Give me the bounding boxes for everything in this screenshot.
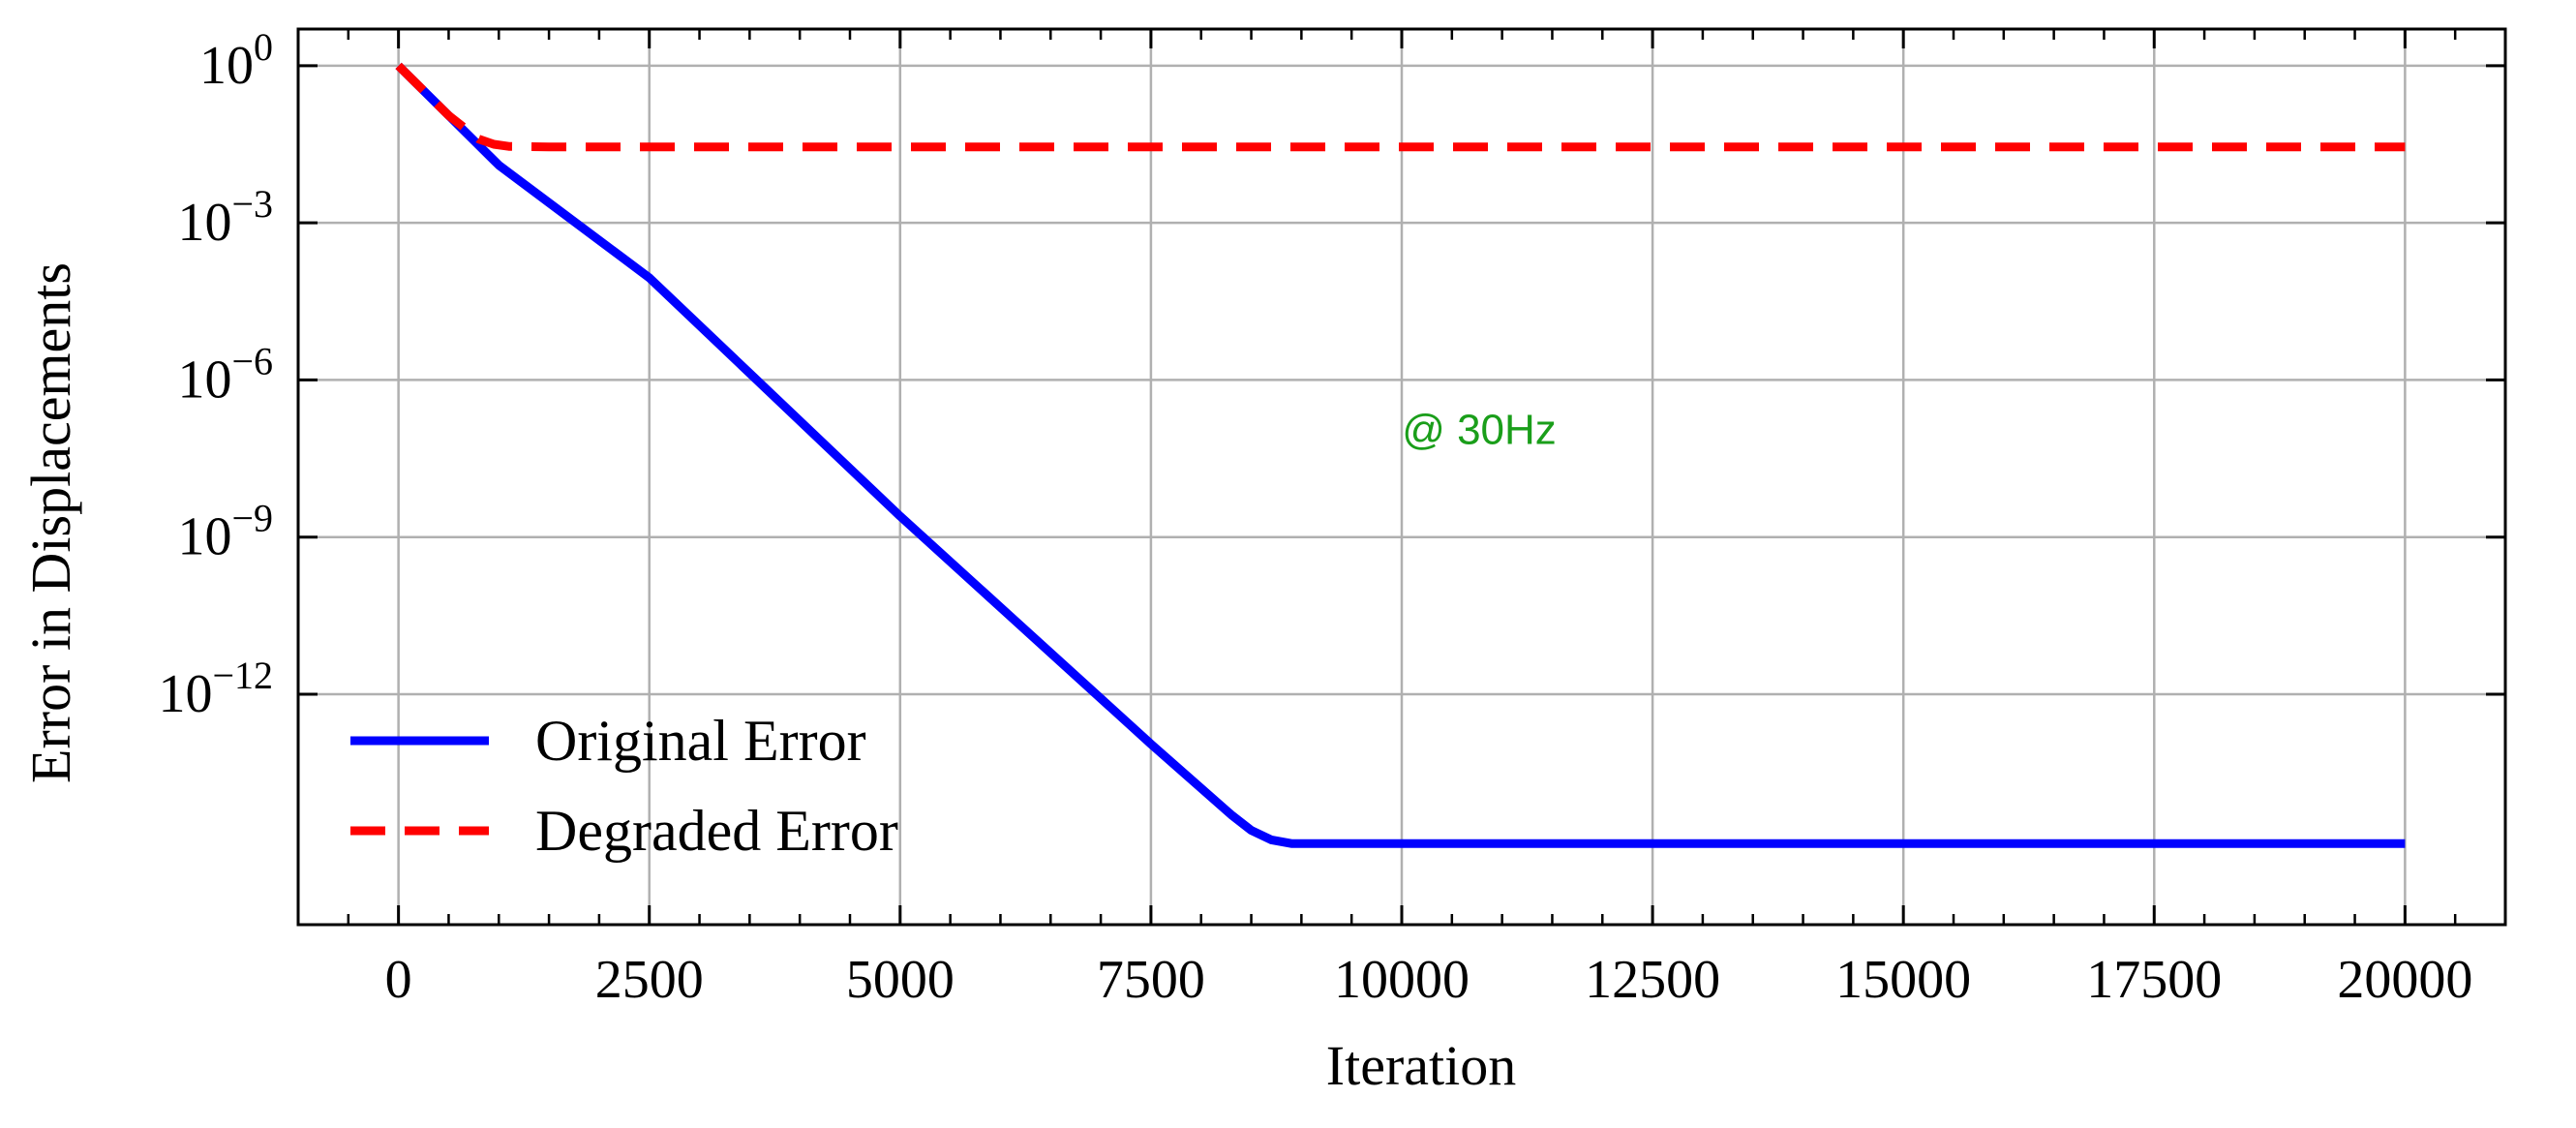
x-axis-label: Iteration (1326, 1034, 1516, 1097)
x-tick-label: 10000 (1334, 950, 1470, 1010)
degraded-error-line (395, 62, 2406, 152)
x-tick-label: 20000 (2337, 950, 2472, 1010)
x-tick-label: 2500 (595, 950, 704, 1010)
x-tick-labels: 0 2500 5000 7500 10000 12500 15000 17500 20000 (385, 950, 2473, 1010)
series-lines (395, 62, 2406, 848)
x-tick-label: 12500 (1585, 950, 1720, 1010)
legend: Original Error Degraded Error (350, 709, 898, 863)
x-tick-label: 17500 (2086, 950, 2222, 1010)
y-axis-label: Error in Displacements (19, 262, 82, 783)
axis-ticks (296, 29, 2507, 925)
y-tick-label: 100 (199, 25, 273, 96)
legend-label-original: Original Error (535, 709, 866, 773)
legend-label-degraded: Degraded Error (535, 799, 898, 863)
x-tick-label: 0 (385, 950, 412, 1010)
y-tick-label: 10−9 (177, 497, 273, 567)
y-tick-labels: 100 10−3 10−6 10−9 10−12 (158, 25, 273, 724)
original-error-line (395, 62, 2406, 848)
y-tick-label: 10−3 (177, 182, 273, 253)
x-tick-label: 5000 (846, 950, 955, 1010)
y-tick-label: 10−6 (177, 339, 273, 410)
grid-lines (298, 29, 2505, 925)
x-tick-label: 7500 (1097, 950, 1205, 1010)
x-tick-label: 15000 (1835, 950, 1971, 1010)
annotation-label: @ 30Hz (1402, 407, 1557, 454)
y-tick-label: 10−12 (158, 654, 273, 724)
